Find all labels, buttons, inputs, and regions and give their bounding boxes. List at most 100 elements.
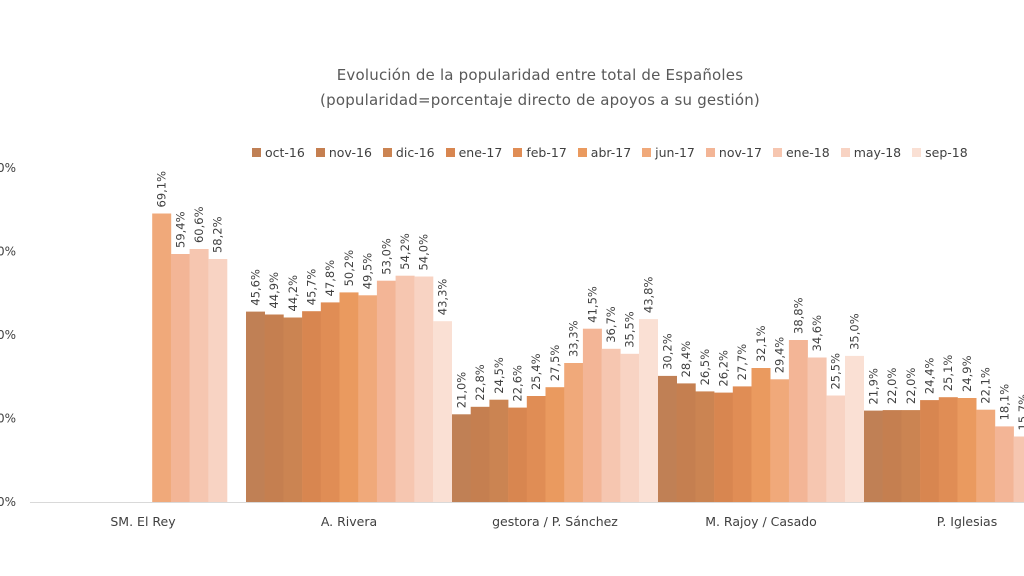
data-label: 58,2% — [211, 216, 225, 253]
data-label: 26,5% — [698, 349, 712, 386]
legend-item: nov-16 — [315, 145, 372, 160]
y-tick-label: 60,0% — [0, 245, 16, 259]
legend-swatch — [642, 148, 652, 157]
legend-item: feb-17 — [513, 145, 567, 160]
data-label: 21,0% — [454, 372, 468, 409]
bar — [170, 254, 190, 502]
legend-item: jun-17 — [642, 145, 695, 160]
legend-label: jun-17 — [655, 145, 695, 160]
data-label: 24,5% — [492, 357, 506, 394]
legend-swatch — [315, 148, 325, 157]
legend-label: nov-17 — [718, 145, 762, 160]
legend-label: abr-17 — [590, 145, 632, 160]
legend-item: abr-17 — [577, 145, 632, 160]
bar — [582, 328, 602, 502]
bar — [246, 311, 265, 502]
data-label: 50,2% — [342, 250, 356, 287]
data-label: 35,0% — [847, 313, 861, 350]
bar — [901, 410, 921, 502]
bar — [395, 275, 415, 502]
legend-label: oct-16 — [265, 145, 305, 160]
bar — [264, 314, 284, 502]
data-label: 22,8% — [473, 364, 487, 401]
chart-legend: oct-16 nov-16 dic-16 ene-17 feb-17 abr-1… — [252, 145, 979, 160]
legend-swatch — [577, 148, 587, 157]
data-label: 53,0% — [379, 238, 393, 275]
data-label: 29,4% — [773, 337, 787, 374]
legend-item: nov-17 — [705, 145, 762, 160]
data-label: 54,0% — [417, 234, 431, 271]
bar — [414, 276, 434, 502]
bar — [376, 280, 396, 502]
y-tick-label: 20,0% — [0, 412, 16, 426]
bar — [339, 292, 359, 502]
data-label: 22,0% — [904, 367, 918, 404]
data-label: 35,5% — [623, 311, 637, 348]
bar — [788, 340, 808, 502]
data-label: 28,4% — [679, 341, 693, 378]
legend-item: may-18 — [840, 145, 902, 160]
x-category-label: SM. El Rey — [110, 514, 176, 529]
bar — [1013, 436, 1024, 502]
legend-swatch — [513, 148, 523, 157]
bar — [864, 410, 883, 502]
legend-item: sep-18 — [912, 145, 968, 160]
bar — [976, 409, 996, 502]
data-label: 15,7% — [1016, 394, 1024, 431]
legend-swatch — [912, 148, 922, 157]
data-label: 27,5% — [548, 345, 562, 382]
bar — [770, 379, 790, 502]
bar — [639, 319, 658, 502]
data-label: 21,9% — [866, 368, 880, 405]
bar — [302, 311, 322, 502]
x-category-label: M. Rajoy / Casado — [705, 514, 817, 529]
bar — [545, 387, 565, 502]
legend-label: ene-17 — [458, 145, 503, 160]
bar — [882, 410, 902, 502]
x-category-label: A. Rivera — [321, 514, 377, 529]
y-tick-label: 80,0% — [0, 161, 16, 175]
chart-subtitle: (popularidad=porcentaje directo de apoyo… — [320, 91, 760, 109]
bar — [620, 353, 640, 502]
bar — [957, 398, 977, 502]
bar — [564, 363, 584, 502]
legend-item: dic-16 — [382, 145, 435, 160]
bar — [470, 406, 490, 502]
bar — [994, 426, 1014, 502]
legend-swatch — [252, 148, 261, 157]
legend-label: may-18 — [853, 145, 902, 160]
bar — [676, 383, 696, 502]
data-label: 25,4% — [529, 353, 543, 390]
bar — [433, 321, 452, 502]
legend-item: ene-18 — [772, 145, 830, 160]
data-label: 22,0% — [885, 367, 899, 404]
bar — [807, 357, 827, 502]
legend-swatch — [445, 148, 455, 157]
data-label: 34,6% — [810, 315, 824, 352]
legend-swatch — [840, 148, 850, 157]
data-label: 33,3% — [567, 320, 581, 357]
legend-item: oct-16 — [252, 145, 305, 160]
bar — [658, 375, 677, 502]
bar — [452, 414, 471, 502]
data-label: 22,1% — [979, 367, 993, 404]
bar — [732, 386, 752, 502]
data-label: 41,5% — [585, 286, 599, 323]
data-label: 44,2% — [286, 275, 300, 312]
legend-label: ene-18 — [785, 145, 830, 160]
data-label: 59,4% — [173, 211, 187, 248]
bar — [189, 249, 209, 502]
data-label: 69,1% — [155, 171, 169, 208]
data-label: 32,1% — [754, 325, 768, 362]
bar — [938, 397, 958, 502]
bar — [283, 317, 303, 502]
data-label: 43,3% — [435, 279, 449, 316]
y-tick-label: 0,0% — [0, 495, 16, 509]
data-label: 36,7% — [604, 306, 618, 343]
data-label: 25,1% — [941, 355, 955, 392]
bar — [826, 395, 846, 502]
data-label: 24,9% — [960, 355, 974, 392]
bar — [695, 391, 715, 502]
legend-label: feb-17 — [526, 145, 567, 160]
